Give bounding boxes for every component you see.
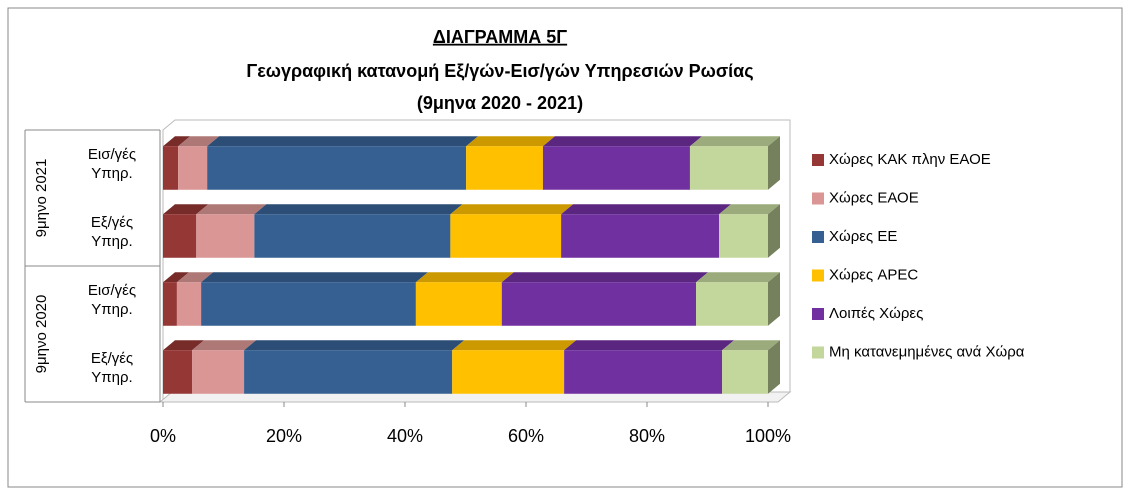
legend-label: Χώρες APEC — [829, 266, 918, 283]
bar-top — [201, 272, 428, 283]
x-tick-label: 60% — [508, 426, 544, 446]
bar — [722, 350, 768, 394]
bar-top — [196, 204, 267, 215]
group-label: 9μηνο 2021 — [33, 159, 50, 238]
bar-top — [466, 136, 555, 147]
bar-top — [542, 136, 702, 147]
bar-top — [450, 204, 574, 215]
y-tick-label: Εξ/γές Υπηρ. — [91, 214, 133, 250]
y-tick-label: Εισ/γές Υπηρ. — [88, 146, 136, 182]
bar-top — [722, 340, 780, 351]
legend-swatch — [812, 154, 824, 166]
legend-swatch — [812, 231, 824, 243]
bar — [542, 146, 690, 190]
bar-top — [501, 272, 709, 283]
group-label: 9μηνο 2020 — [33, 295, 50, 374]
chart-title: ΔΙΑΓΡΑΜΜΑ 5Γ — [433, 27, 567, 47]
bar — [178, 146, 208, 190]
bar-top — [561, 204, 731, 215]
bar — [244, 350, 453, 394]
bar — [718, 214, 768, 258]
bar — [564, 350, 723, 394]
bar — [163, 146, 179, 190]
bar — [163, 214, 197, 258]
bar — [415, 282, 502, 326]
y-tick-label: Εξ/γές Υπηρ. — [91, 350, 133, 386]
chart-subtitle: Γεωγραφική κατανομή Εξ/γών-Εισ/γών Υπηρε… — [246, 61, 753, 82]
bar-top — [163, 204, 209, 215]
legend-swatch — [812, 346, 824, 359]
bar — [176, 282, 202, 326]
x-tick-label: 20% — [266, 426, 302, 446]
legend-label: Μη κατανεμημένες ανά Χώρα — [829, 343, 1025, 360]
bar — [207, 146, 467, 190]
x-tick-label: 80% — [629, 426, 665, 446]
bar — [689, 146, 768, 190]
bar-top — [163, 272, 189, 283]
bar — [452, 350, 565, 394]
bar-top — [192, 340, 257, 351]
bar-side — [768, 272, 780, 326]
bar — [192, 350, 245, 394]
bar-side — [768, 340, 780, 394]
bar-top — [244, 340, 465, 351]
bar — [696, 282, 768, 326]
bar — [466, 146, 543, 190]
bar — [163, 282, 177, 326]
legend-swatch — [812, 308, 824, 320]
bar-top — [163, 340, 205, 351]
bar-top — [689, 136, 780, 147]
bar — [201, 282, 416, 326]
x-tick-label: 0% — [150, 426, 176, 446]
x-tick-label: 100% — [745, 426, 791, 446]
bar-top — [696, 272, 780, 283]
bar-top — [178, 136, 220, 147]
legend-label: Χώρες ΕΑΟΕ — [829, 189, 919, 206]
bar — [163, 350, 193, 394]
y-tick-label: Εισ/γές Υπηρ. — [88, 282, 136, 318]
bar-side — [768, 204, 780, 258]
x-tick-label: 40% — [387, 426, 423, 446]
bar — [561, 214, 719, 258]
bar-top — [254, 204, 463, 215]
floor — [158, 391, 792, 403]
bar-top — [163, 136, 191, 147]
bar-top — [415, 272, 514, 283]
bar-top — [718, 204, 780, 215]
bar — [450, 214, 562, 258]
bar-top — [452, 340, 577, 351]
legend-swatch — [812, 269, 824, 282]
bar-top — [564, 340, 735, 351]
bar — [196, 214, 255, 258]
bar-top — [207, 136, 479, 147]
legend-label: Χώρες ΚΑΚ πλην ΕΑΟΕ — [829, 151, 991, 168]
bar-top — [176, 272, 214, 283]
legend-label: Λοιπές Χώρες — [829, 305, 923, 322]
legend-swatch — [812, 192, 824, 205]
legend-label: Χώρες ΕΕ — [829, 228, 897, 245]
bar — [254, 214, 451, 258]
chart-subtitle: (9μηνα 2020 - 2021) — [417, 93, 583, 113]
bar-side — [768, 136, 780, 190]
bar — [501, 282, 697, 326]
